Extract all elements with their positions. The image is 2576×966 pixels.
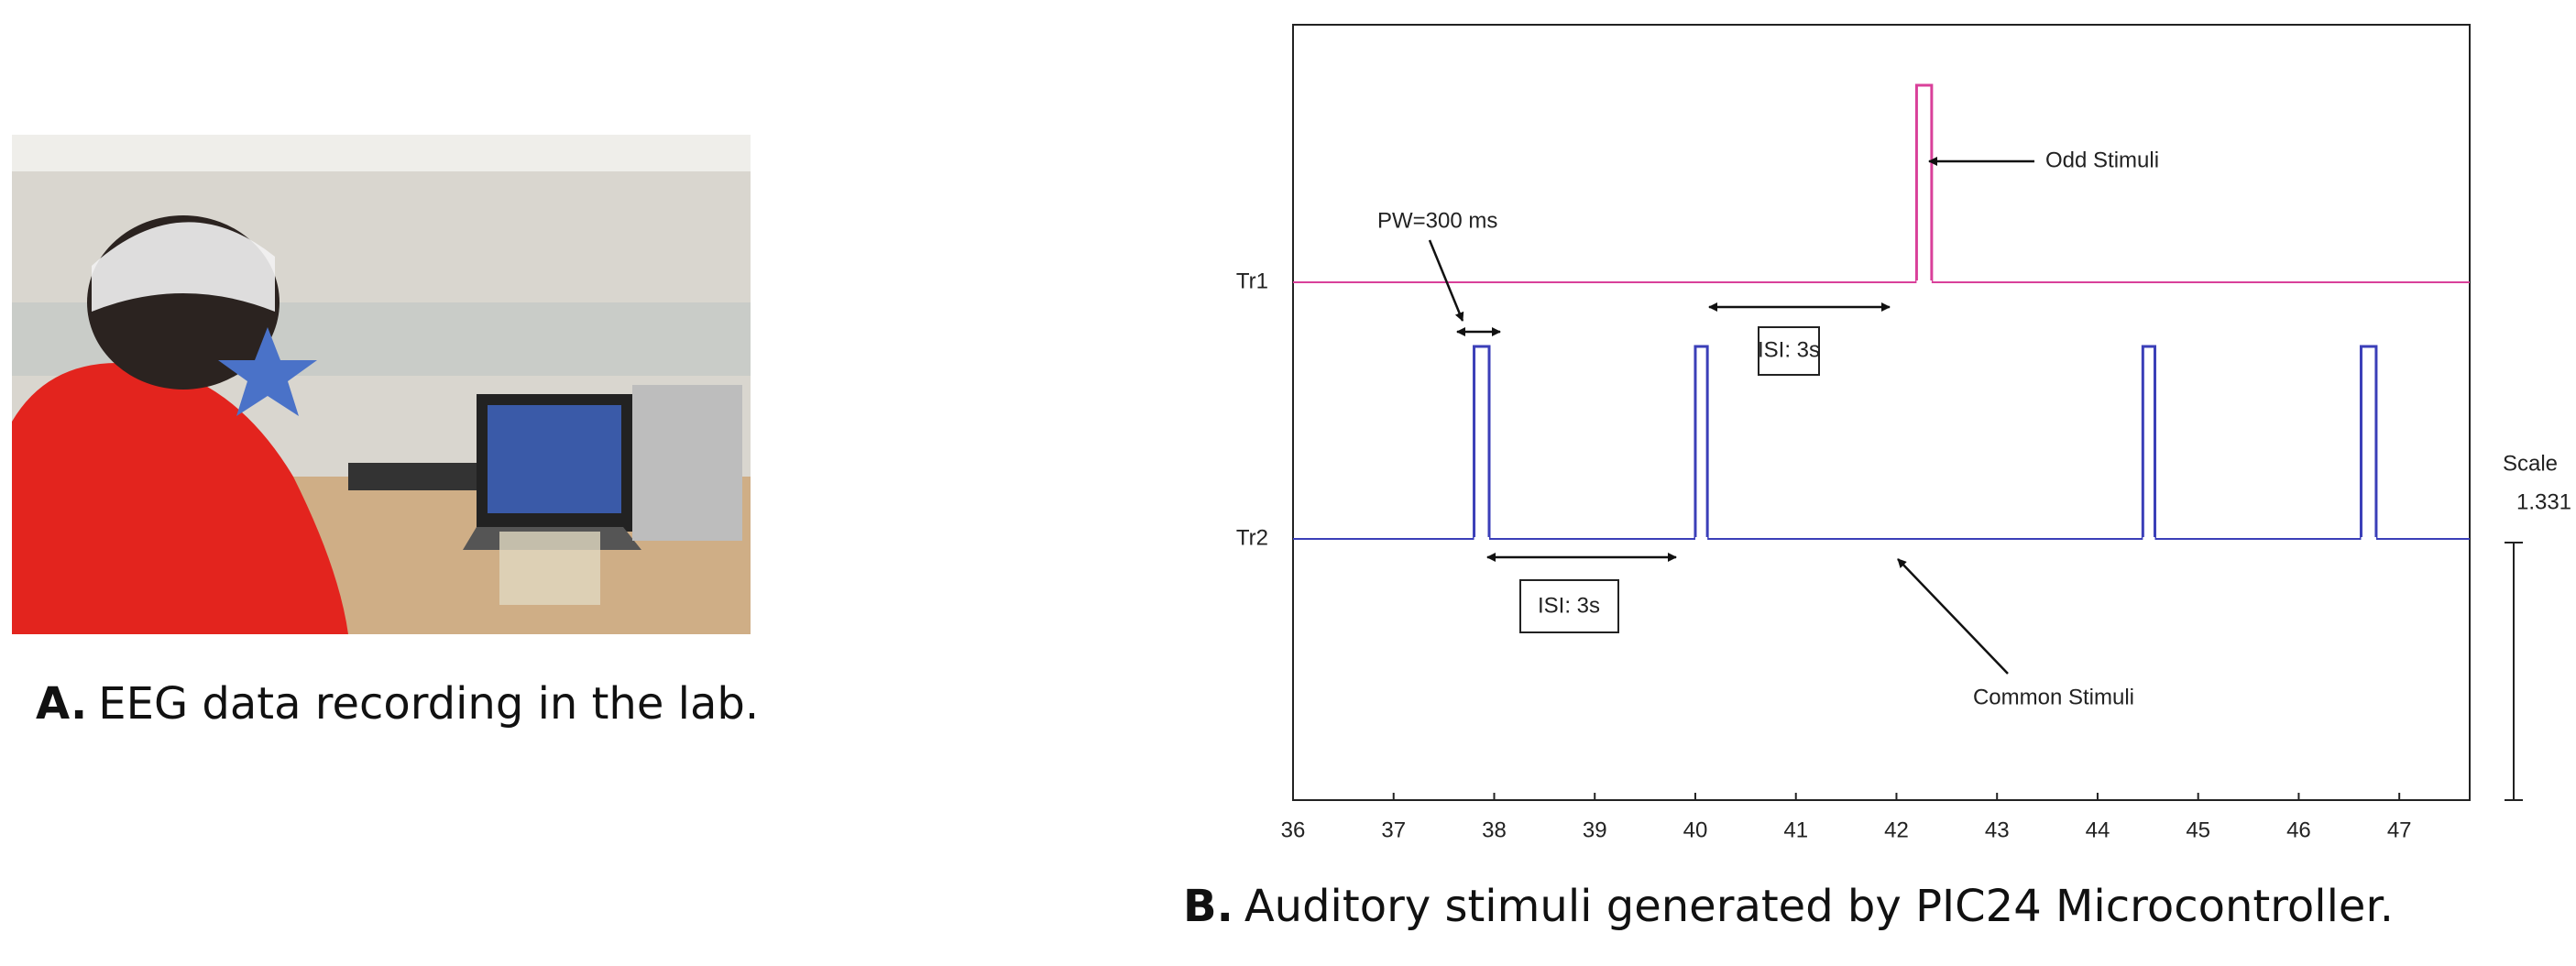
caption-text: Auditory stimuli generated by PIC24 Micr… [1244, 881, 2394, 932]
x-tick-label: 42 [1884, 818, 1909, 842]
trace-label: Tr2 [1236, 525, 1268, 550]
x-tick-label: 38 [1482, 818, 1507, 842]
pulse [2359, 345, 2378, 539]
scale-label: Scale [2503, 451, 2558, 476]
panel-label: A. [36, 678, 87, 730]
panel-label: B. [1183, 881, 1233, 932]
pulse [1914, 83, 1934, 282]
x-tick-label: 45 [2186, 818, 2210, 842]
x-tick-label: 47 [2387, 818, 2412, 842]
annotation-box [1519, 579, 1619, 633]
x-tick-label: 41 [1783, 818, 1808, 842]
pulse [1694, 345, 1709, 539]
scale-bar [2505, 542, 2523, 801]
annotation-arrow [1428, 239, 1464, 322]
trace-label: Tr1 [1236, 269, 1268, 293]
annotation: Odd Stimuli [2045, 148, 2159, 172]
x-tick-label: 39 [1583, 818, 1607, 842]
scale-value: 1.331 [2516, 489, 2571, 514]
annotation-arrow [1897, 558, 2009, 675]
lab-photo [12, 135, 751, 634]
annotation: Common Stimuli [1973, 685, 2134, 709]
annotation: PW=300 ms [1377, 208, 1497, 233]
pulse [1473, 345, 1491, 539]
pulse [2141, 345, 2156, 539]
x-tick-label: 36 [1281, 818, 1306, 842]
x-tick-label: 37 [1381, 818, 1406, 842]
panel-caption: B. Auditory stimuli generated by PIC24 Mi… [1183, 881, 2394, 932]
annotation: ISI: 3s [1758, 337, 1820, 362]
plot-frame [1292, 24, 2471, 801]
annotation-box [1758, 326, 1820, 376]
annotation: ISI: 3s [1538, 593, 1600, 618]
x-tick-label: 43 [1985, 818, 2010, 842]
caption-text: EEG data recording in the lab. [98, 678, 759, 730]
x-tick-label: 46 [2286, 818, 2311, 842]
panel-caption: A. EEG data recording in the lab. [36, 678, 759, 730]
x-tick-label: 44 [2086, 818, 2110, 842]
x-tick-label: 40 [1683, 818, 1708, 842]
